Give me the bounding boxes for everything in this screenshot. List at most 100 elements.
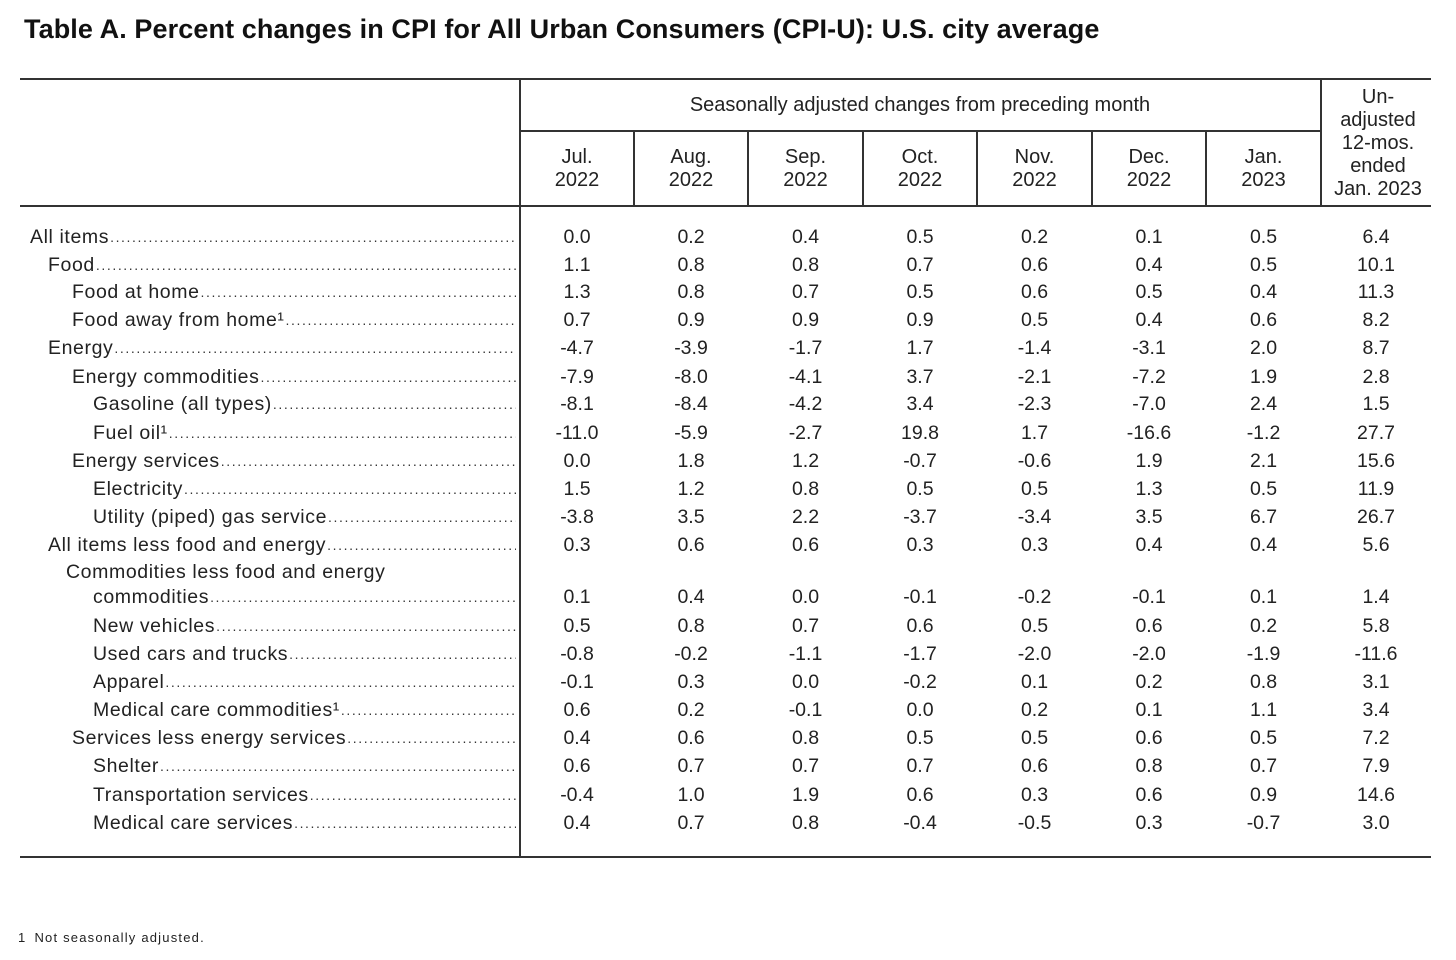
table-row: Food 1.1 0.8 0.8 0.7 0.6 0.4 0.5 10.1 xyxy=(0,251,1456,279)
table-cell: -3.7 xyxy=(903,506,937,528)
month-header-year: 2023 xyxy=(1241,169,1286,191)
table-cell: -0.6 xyxy=(1017,450,1052,472)
table-cell: 8.2 xyxy=(1362,309,1390,331)
month-header-month: Dec. xyxy=(1128,146,1170,168)
table-cell: 0.0 xyxy=(906,699,934,721)
table-cell: 0.6 xyxy=(1135,784,1163,806)
table-cell: 0.5 xyxy=(1249,254,1278,276)
leader-dots xyxy=(272,390,516,418)
table-cell: 0.7 xyxy=(677,812,705,834)
table-cell: 0.1 xyxy=(1135,699,1163,721)
leader-dots xyxy=(168,419,516,447)
table-cell: -2.7 xyxy=(788,422,823,444)
row-label: Energy commodities xyxy=(72,363,516,391)
row-label-text: New vehicles xyxy=(93,615,216,637)
table-cell: -2.0 xyxy=(1017,643,1052,665)
table-cell: 0.8 xyxy=(791,812,820,834)
group-header-rule xyxy=(520,130,1321,132)
table-cell: 0.4 xyxy=(1249,534,1278,556)
table-cell: 1.4 xyxy=(1362,586,1390,608)
row-label: Food xyxy=(48,251,516,279)
month-divider xyxy=(747,130,749,206)
row-label: Medical care services xyxy=(93,809,516,837)
month-header: Dec. 2022 xyxy=(1092,146,1206,192)
leader-dots xyxy=(159,752,516,780)
table-row: Transportation services -0.4 1.0 1.9 0.6 0.3 0… xyxy=(0,781,1456,809)
row-label-text: Medical care services xyxy=(93,812,294,834)
row-label-text: Electricity xyxy=(93,478,184,500)
table-cell: 0.5 xyxy=(1020,727,1049,749)
table-cell: -0.7 xyxy=(903,450,937,472)
row-label-text: Energy xyxy=(48,337,114,359)
unadjusted-header-line: 12-mos. xyxy=(1341,132,1415,154)
table-cell: 0.8 xyxy=(677,281,705,303)
table-cell: 0.6 xyxy=(563,755,591,777)
table-cell: 0.4 xyxy=(563,812,591,834)
month-divider xyxy=(862,130,864,206)
month-header: Aug. 2022 xyxy=(634,146,748,192)
table-cell: 0.8 xyxy=(791,727,820,749)
table-cell: 3.7 xyxy=(906,366,934,388)
row-label: Transportation services xyxy=(93,781,516,809)
table-cell: 0.6 xyxy=(791,534,820,556)
table-cell: 2.8 xyxy=(1362,366,1390,388)
bottom-rule xyxy=(20,856,1431,858)
table-cell: 3.0 xyxy=(1362,812,1390,834)
table-cell: 0.5 xyxy=(1020,615,1049,637)
table-row: Utility (piped) gas service -3.8 3.5 2.2 -3.… xyxy=(0,503,1456,531)
table-cell: 0.8 xyxy=(791,254,820,276)
row-label: All items xyxy=(30,223,516,251)
table-cell: -1.7 xyxy=(903,643,937,665)
table-cell: 0.6 xyxy=(1020,254,1049,276)
table-cell: 11.3 xyxy=(1357,281,1395,303)
table-cell: -0.4 xyxy=(560,784,594,806)
table-cell: -0.2 xyxy=(903,671,937,693)
row-label: Gasoline (all types) xyxy=(93,390,516,418)
table-cell: 0.2 xyxy=(1020,699,1049,721)
table-cell: 0.5 xyxy=(1135,281,1163,303)
table-cell: 0.5 xyxy=(1249,226,1278,248)
table-cell: -1.2 xyxy=(1246,422,1281,444)
table-cell: 5.8 xyxy=(1362,615,1390,637)
table-cell: 1.9 xyxy=(1135,450,1163,472)
table-cell: 0.0 xyxy=(563,450,591,472)
month-divider xyxy=(1205,130,1207,206)
table-cell: 0.5 xyxy=(1249,478,1278,500)
table-cell: 0.6 xyxy=(1020,755,1049,777)
table-row: Energy services 0.0 1.8 1.2 -0.7 -0.6 1.9 2.1 15… xyxy=(0,447,1456,475)
table-cell: 0.0 xyxy=(791,671,820,693)
table-cell: 0.4 xyxy=(1249,281,1278,303)
row-label-text: Food at home xyxy=(72,281,200,303)
row-label-text: Energy services xyxy=(72,450,220,472)
table-row: All items less food and energy 0.3 0.6 0.6 0… xyxy=(0,531,1456,559)
table-cell: 1.5 xyxy=(563,478,591,500)
table-cell: 2.1 xyxy=(1249,450,1278,472)
row-label: Utility (piped) gas service xyxy=(93,503,516,531)
table-cell: 1.3 xyxy=(1135,478,1163,500)
table-row: commodities 0.1 0.4 0.0 -0.1 -0.2 -0.1 0.1 1.4 xyxy=(0,583,1456,611)
table-cell: -3.4 xyxy=(1017,506,1052,528)
table-cell: 26.7 xyxy=(1357,506,1395,528)
month-header-month: Sep. xyxy=(784,146,827,168)
table-cell: 1.7 xyxy=(1020,422,1049,444)
table-cell: 0.8 xyxy=(677,254,705,276)
table-row: Energy -4.7 -3.9 -1.7 1.7 -1.4 -3.1 2.0 8.7 xyxy=(0,334,1456,362)
month-divider xyxy=(633,130,635,206)
table-cell: 0.3 xyxy=(1135,812,1163,834)
table-row-label-line: Commodities less food and energy xyxy=(0,558,1456,586)
leader-dots xyxy=(259,363,516,391)
leader-dots xyxy=(109,223,516,251)
table-cell: -11.6 xyxy=(1354,643,1398,665)
table-row: Electricity 1.5 1.2 0.8 0.5 0.5 1.3 0.5 11.9 xyxy=(0,475,1456,503)
month-header-year: 2022 xyxy=(783,169,828,191)
month-divider xyxy=(1091,130,1093,206)
month-header: Jan. 2023 xyxy=(1206,146,1321,192)
leader-dots xyxy=(309,781,516,809)
table-cell: 0.6 xyxy=(1135,727,1163,749)
month-header: Nov. 2022 xyxy=(977,146,1092,192)
table-cell: 1.5 xyxy=(1362,393,1390,415)
month-header: Oct. 2022 xyxy=(863,146,977,192)
table-row: All items 0.0 0.2 0.4 0.5 0.2 0.1 0.5 6.4 xyxy=(0,223,1456,251)
table-cell: 0.7 xyxy=(1249,755,1278,777)
table-cell: -0.5 xyxy=(1017,812,1052,834)
